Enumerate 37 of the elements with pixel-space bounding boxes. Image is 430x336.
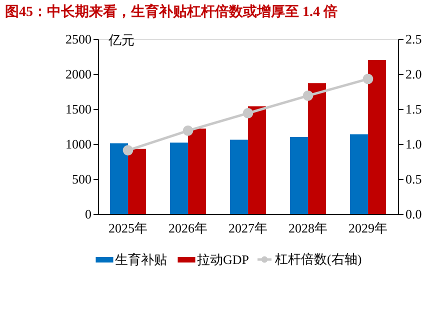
x-tick-label: 2026年 <box>168 220 208 236</box>
bar <box>350 134 368 214</box>
point <box>362 74 374 84</box>
y2-tick-label: 2.5 <box>406 32 422 46</box>
legend-label: 拉动GDP <box>197 252 250 267</box>
x-tick-label: 2027年 <box>228 220 268 236</box>
y-tick-label: 1500 <box>66 102 92 116</box>
point <box>182 126 194 136</box>
legend-label: 杠杆倍数(右轴) <box>274 252 362 266</box>
y2-tick-label: 0.0 <box>406 206 422 222</box>
x-tick-label: 2028年 <box>288 220 328 236</box>
bar <box>308 83 326 214</box>
y2-tick-label: 1.0 <box>406 136 422 152</box>
bar <box>128 148 146 214</box>
bar <box>188 128 206 214</box>
x-tick-label: 2029年 <box>348 220 388 236</box>
y-tick-label: 2500 <box>66 32 92 46</box>
point <box>302 90 314 101</box>
chart-title: 图45：中长期来看，生育补贴杠杆倍数或增厚至 1.4 倍 <box>5 3 338 20</box>
y2-tick-label: 1.5 <box>406 102 422 116</box>
bar <box>248 106 266 214</box>
bar <box>230 140 248 214</box>
point <box>122 145 134 156</box>
bar <box>170 142 188 214</box>
y-tick-label: 1000 <box>66 136 92 152</box>
legend-label: 生育补贴 <box>115 252 167 267</box>
bar <box>368 60 386 214</box>
point <box>242 108 254 118</box>
y-axis-title: 亿元 <box>108 32 134 48</box>
y-tick-label: 2000 <box>66 66 92 82</box>
y2-tick-label: 2.0 <box>406 66 422 82</box>
y-tick-label: 0 <box>85 206 92 222</box>
x-tick-label: 2025年 <box>108 220 148 236</box>
bar <box>110 143 128 214</box>
y2-tick-label: 0.5 <box>406 172 422 186</box>
bar <box>290 137 308 214</box>
y-tick-label: 500 <box>72 172 92 186</box>
